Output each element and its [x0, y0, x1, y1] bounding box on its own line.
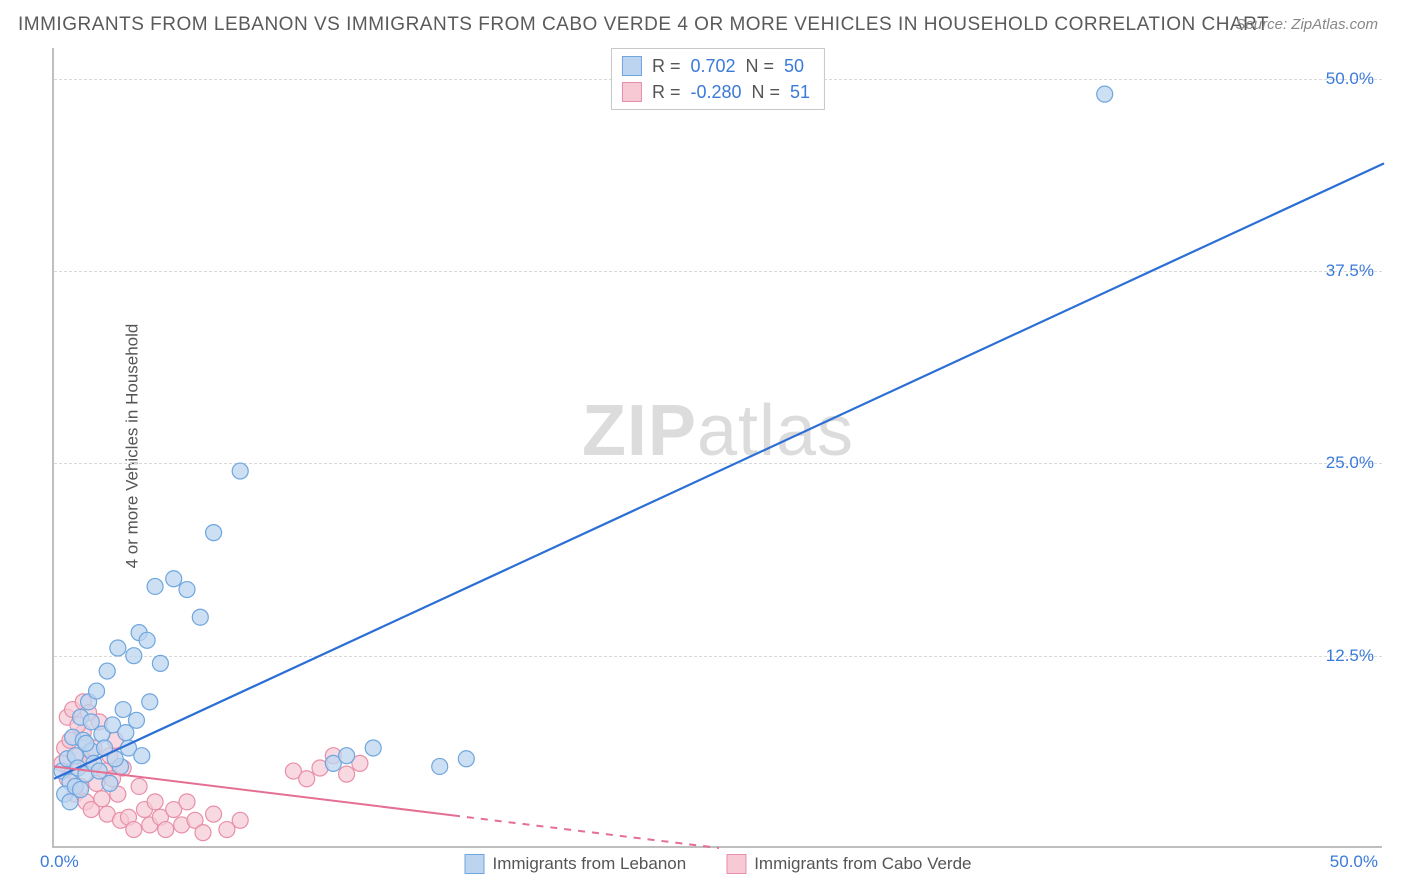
swatch-series-2: [622, 82, 642, 102]
legend-item-1: Immigrants from Lebanon: [464, 854, 686, 874]
n-label-1: N =: [746, 53, 775, 79]
legend-swatch-2: [726, 854, 746, 874]
r-value-1: 0.702: [690, 53, 735, 79]
source-label: Source: ZipAtlas.com: [1235, 16, 1378, 33]
stats-row-series-1: R = 0.702 N = 50: [622, 53, 810, 79]
x-tick-left: 0.0%: [40, 852, 79, 872]
x-tick-right: 50.0%: [1330, 852, 1378, 872]
stats-legend-box: R = 0.702 N = 50 R = -0.280 N = 51: [611, 48, 825, 110]
legend-item-2: Immigrants from Cabo Verde: [726, 854, 971, 874]
bottom-legend: Immigrants from Lebanon Immigrants from …: [464, 854, 971, 874]
legend-label-2: Immigrants from Cabo Verde: [754, 854, 971, 874]
r-value-2: -0.280: [690, 79, 741, 105]
plot-area: ZIPatlas 12.5%25.0%37.5%50.0% R = 0.702 …: [52, 48, 1382, 848]
scatter-svg: [54, 48, 1382, 846]
r-label-2: R =: [652, 79, 681, 105]
swatch-series-1: [622, 56, 642, 76]
r-label-1: R =: [652, 53, 681, 79]
n-label-2: N =: [752, 79, 781, 105]
chart-title: IMMIGRANTS FROM LEBANON VS IMMIGRANTS FR…: [18, 14, 1269, 36]
stats-row-series-2: R = -0.280 N = 51: [622, 79, 810, 105]
legend-label-1: Immigrants from Lebanon: [492, 854, 686, 874]
legend-swatch-1: [464, 854, 484, 874]
n-value-2: 51: [790, 79, 810, 105]
n-value-1: 50: [784, 53, 804, 79]
